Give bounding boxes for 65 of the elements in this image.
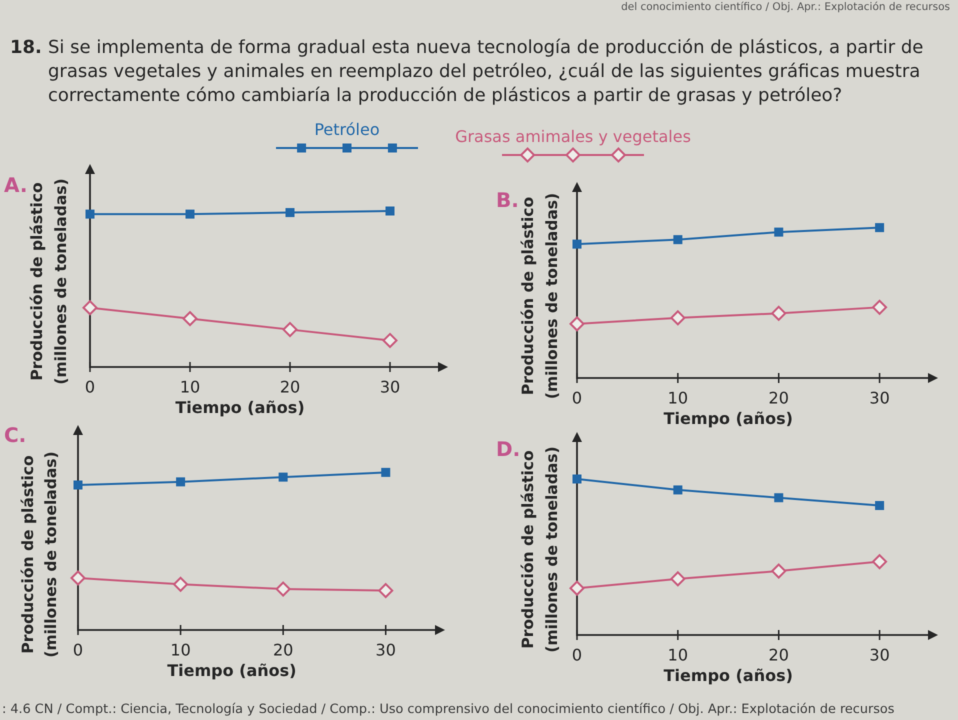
point — [176, 477, 186, 486]
chart-title: C. — [4, 423, 26, 447]
y-axis-title: Producción de plástico (millones de toneladas) — [28, 178, 70, 385]
point — [386, 206, 394, 216]
x-tick-label: 10 — [668, 388, 688, 408]
point — [173, 576, 188, 592]
point — [86, 210, 94, 219]
x-tick-label: 30 — [869, 388, 890, 408]
text: del conocimiento científico / Obj. Apr.: Explotación de recursos — [621, 1, 950, 13]
point — [774, 228, 784, 237]
text: : 4.6 CN / Compt.: Ciencia, Tecnología y Sociedad / Comp.: Uso comprensivo del conocimiento científico / Obj. Apr.: Explotación de recursos — [2, 702, 895, 717]
x-tick-label: 20 — [280, 377, 300, 396]
point — [872, 554, 888, 570]
point — [570, 316, 584, 332]
point — [771, 306, 786, 321]
x-tick-label: 0 — [72, 640, 84, 660]
point — [771, 564, 786, 579]
point — [82, 300, 98, 316]
x-tick-label: 30 — [380, 377, 400, 396]
x-tick-label: 30 — [869, 645, 890, 664]
point — [70, 570, 86, 586]
y-axis-title: Producción de plástico (millones de toneladas) — [519, 192, 561, 400]
x-tick-label: 30 — [376, 640, 396, 660]
text: 18. Si se implementa de forma gradual esta nueva tecnología de producción de plásticos, a partir de grasas vegetales y animales en reemplazo del petróleo, ¿cuál de las siguientes gráficas muestra correctamente cómo cambiaría la producción de plásticos a partir de grasas y petróleo? — [10, 37, 924, 106]
point — [276, 582, 291, 597]
point — [572, 474, 582, 484]
x-axis-title: Tiempo (años) — [664, 666, 793, 685]
x-axis-title: Tiempo (años) — [167, 661, 296, 680]
point — [670, 310, 686, 326]
text: Grasas amimales y vegetales — [455, 127, 691, 146]
point — [382, 332, 398, 348]
x-tick-label: 20 — [272, 640, 294, 660]
point — [182, 311, 198, 326]
point — [278, 472, 288, 482]
point — [186, 210, 194, 219]
text: Petróleo — [314, 120, 380, 139]
point — [378, 583, 394, 598]
point — [774, 493, 784, 502]
point — [282, 322, 298, 338]
chart-title: D. — [496, 437, 520, 461]
point — [381, 468, 390, 477]
y-axis-title: Producción de plástico (millones de toneladas) — [19, 451, 60, 658]
x-axis-title: Tiempo (años) — [175, 398, 305, 417]
point — [572, 240, 582, 249]
x-tick-label: 0 — [572, 388, 582, 408]
point — [875, 501, 884, 510]
y-axis-title: Producción de plástico (millones de toneladas) — [519, 446, 561, 653]
point — [673, 235, 682, 244]
point — [670, 571, 686, 586]
x-tick-label: 10 — [170, 640, 191, 660]
x-tick-label: 20 — [768, 388, 789, 408]
point — [673, 485, 682, 494]
x-tick-label: 20 — [768, 645, 789, 664]
x-tick-label: 0 — [572, 645, 582, 664]
chart-title: B. — [496, 188, 519, 212]
x-axis-title: Tiempo (años) — [664, 409, 793, 428]
chart-title: A. — [4, 173, 28, 197]
point — [74, 480, 82, 490]
point — [570, 580, 584, 596]
point — [875, 223, 884, 232]
x-tick-label: 0 — [84, 377, 96, 396]
point — [286, 208, 294, 218]
x-tick-label: 10 — [668, 645, 688, 664]
point — [872, 300, 888, 315]
x-tick-label: 10 — [180, 377, 200, 396]
